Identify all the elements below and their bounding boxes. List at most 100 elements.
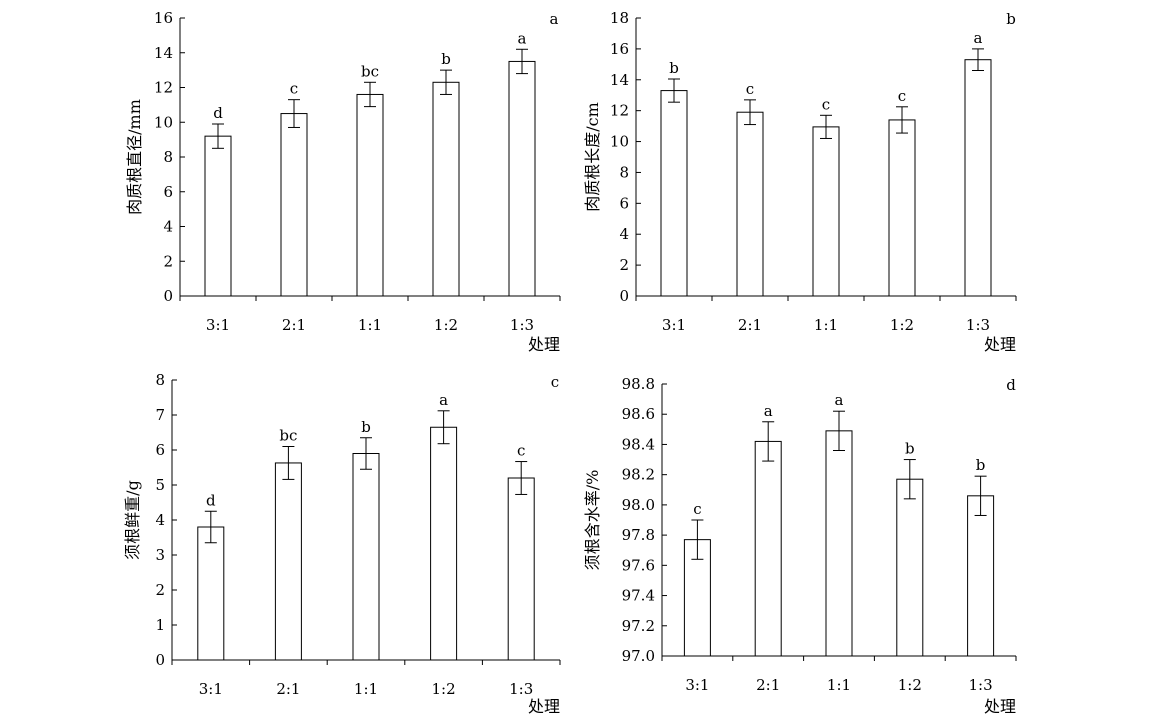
panel-label: b bbox=[1006, 10, 1016, 28]
significance-letter: c bbox=[822, 95, 830, 113]
x-tick-label: 3:1 bbox=[199, 680, 223, 698]
y-tick-label: 8 bbox=[155, 371, 165, 389]
significance-letter: b bbox=[669, 59, 679, 77]
significance-letter: a bbox=[974, 29, 983, 47]
y-tick-label: 4 bbox=[619, 225, 629, 243]
bar-1:3 bbox=[964, 59, 992, 297]
y-tick-label: 98.2 bbox=[622, 466, 655, 484]
x-axis-label-bottom-left: 处理 bbox=[528, 697, 560, 716]
y-tick-label: 0 bbox=[155, 651, 165, 669]
significance-letter: b bbox=[361, 418, 371, 436]
x-tick-label: 1:3 bbox=[510, 316, 534, 334]
y-tick-label: 14 bbox=[154, 44, 173, 62]
panel-label: c bbox=[551, 373, 559, 391]
y-tick-label: 97.6 bbox=[622, 556, 655, 574]
y-tick-label: 0 bbox=[163, 287, 173, 305]
y-tick-label: 2 bbox=[163, 252, 173, 270]
x-tick-label: 2:1 bbox=[756, 676, 780, 694]
bar-1:2 bbox=[430, 426, 458, 661]
chart-panel-d: 97.0 97.2 97.4 97.6 97.8 98.0 98.2 98.4 98.6 98.8… bbox=[583, 375, 1017, 716]
significance-letter: a bbox=[835, 391, 844, 409]
y-tick-label: 2 bbox=[619, 256, 629, 274]
y-tick-label: 97.2 bbox=[622, 617, 655, 635]
significance-letter: c bbox=[517, 442, 525, 460]
bar-1:1 bbox=[356, 93, 384, 297]
significance-letter: a bbox=[439, 391, 448, 409]
x-axis-label-top-left: 处理 bbox=[528, 335, 560, 354]
x-tick-label: 1:2 bbox=[890, 316, 914, 334]
bar-3:1 bbox=[660, 90, 688, 297]
significance-letter: a bbox=[764, 402, 773, 420]
y-tick-label: 97.8 bbox=[622, 526, 655, 544]
x-tick-label: 2:1 bbox=[282, 316, 306, 334]
significance-letter: c bbox=[290, 80, 298, 98]
y-tick-label: 98.4 bbox=[622, 435, 655, 453]
significance-letter: d bbox=[206, 491, 216, 509]
y-tick-label: 8 bbox=[619, 163, 629, 181]
bar-3:1 bbox=[204, 135, 232, 297]
bar-1:1 bbox=[352, 453, 380, 661]
y-tick-label: 8 bbox=[163, 148, 173, 166]
y-tick-label: 0 bbox=[619, 287, 629, 305]
y-axis-label: 须根鲜重/g bbox=[123, 480, 142, 560]
chart-panel-b: 0 2 4 6 8 10 12 14 16 18 b 3:1 c 2:1 c 1:1 c 1:2 a 1:3 b 肉质根长… bbox=[583, 9, 1017, 354]
y-tick-label: 97.0 bbox=[622, 647, 655, 665]
y-tick-label: 10 bbox=[610, 133, 629, 151]
x-tick-label: 3:1 bbox=[685, 676, 709, 694]
bar-1:2 bbox=[888, 119, 916, 297]
x-tick-label: 1:1 bbox=[358, 316, 382, 334]
significance-letter: c bbox=[898, 87, 906, 105]
bar-2:1 bbox=[736, 111, 764, 297]
x-tick-label: 1:1 bbox=[827, 676, 851, 694]
y-tick-label: 10 bbox=[154, 113, 173, 131]
y-tick-label: 6 bbox=[163, 183, 173, 201]
y-tick-label: 2 bbox=[155, 581, 165, 599]
y-tick-label: 98.6 bbox=[622, 405, 655, 423]
significance-letter: b bbox=[976, 456, 986, 474]
y-axis-label: 须根含水率/% bbox=[583, 470, 602, 571]
bar-1:3 bbox=[507, 477, 535, 661]
y-tick-label: 6 bbox=[155, 441, 165, 459]
significance-letter: c bbox=[693, 500, 701, 518]
bar-2:1 bbox=[754, 440, 782, 657]
y-tick-label: 4 bbox=[163, 218, 173, 236]
x-tick-label: 1:3 bbox=[966, 316, 990, 334]
y-tick-label: 98.0 bbox=[622, 496, 655, 514]
y-tick-label: 12 bbox=[154, 79, 173, 97]
x-tick-label: 1:3 bbox=[509, 680, 533, 698]
x-tick-label: 1:2 bbox=[434, 316, 458, 334]
x-tick-label: 1:1 bbox=[354, 680, 378, 698]
y-tick-label: 3 bbox=[155, 546, 165, 564]
x-tick-label: 1:3 bbox=[969, 676, 993, 694]
x-tick-label: 2:1 bbox=[276, 680, 300, 698]
bar-2:1 bbox=[280, 113, 308, 297]
significance-letter: c bbox=[746, 80, 754, 98]
significance-letter: b bbox=[441, 50, 451, 68]
bar-1:2 bbox=[432, 81, 460, 297]
x-tick-label: 2:1 bbox=[738, 316, 762, 334]
bar-1:1 bbox=[825, 430, 853, 657]
x-tick-label: 1:2 bbox=[898, 676, 922, 694]
panel-label: d bbox=[1006, 376, 1016, 394]
significance-letter: bc bbox=[279, 427, 297, 445]
significance-letter: a bbox=[518, 29, 527, 47]
y-axis-label: 肉质根长度/cm bbox=[583, 102, 602, 212]
y-tick-label: 5 bbox=[155, 476, 165, 494]
bar-1:3 bbox=[967, 495, 995, 657]
x-tick-label: 1:1 bbox=[814, 316, 838, 334]
y-tick-label: 98.8 bbox=[622, 375, 655, 393]
y-tick-label: 4 bbox=[155, 511, 165, 529]
x-tick-label: 1:2 bbox=[432, 680, 456, 698]
y-tick-label: 18 bbox=[610, 9, 629, 27]
y-tick-label: 12 bbox=[610, 102, 629, 120]
bar-1:3 bbox=[508, 60, 536, 297]
y-tick-label: 97.4 bbox=[622, 587, 655, 605]
y-tick-label: 6 bbox=[619, 194, 629, 212]
chart-panel-a: 0 2 4 6 8 10 12 14 16 d 3:1 c 2:1 bc 1:1 b 1:2 a 1:3 a 肉质根直径… bbox=[125, 9, 561, 334]
significance-letter: bc bbox=[361, 62, 379, 80]
y-axis-label: 肉质根直径/mm bbox=[125, 99, 144, 215]
y-tick-label: 16 bbox=[610, 40, 629, 58]
y-tick-label: 7 bbox=[155, 406, 165, 424]
significance-letter: d bbox=[213, 104, 223, 122]
